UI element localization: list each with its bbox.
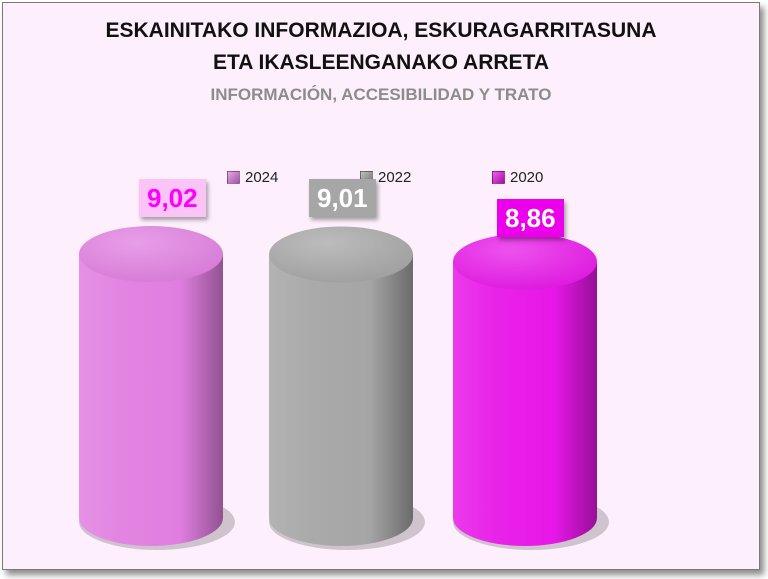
legend-label: 2020 <box>510 168 544 186</box>
legend-swatch <box>227 170 240 184</box>
bar-chart <box>79 226 609 550</box>
chart-title-line2: ETA IKASLEENGANAKO ARRETA <box>213 51 549 74</box>
legend-item-2020: 2020 <box>492 167 543 187</box>
bar-2020 <box>453 261 597 546</box>
legend-label: 2024 <box>245 168 279 186</box>
chart-frame: ESKAINITAKO INFORMAZIOA, ESKURAGARRITASU… <box>2 2 760 570</box>
bar-top-2024 <box>79 226 223 283</box>
legend-item-2024: 2024 <box>227 167 278 187</box>
legend-label: 2022 <box>378 168 412 186</box>
bar-top-2020 <box>453 233 597 290</box>
data-label-2020: 8,86 <box>497 199 564 237</box>
legend-swatch <box>492 170 505 184</box>
bar-top-2022 <box>269 226 413 283</box>
data-label-2024: 9,02 <box>139 179 206 217</box>
bar-2022 <box>269 254 413 546</box>
chart-subtitle: INFORMACIÓN, ACCESIBILIDAD Y TRATO <box>210 85 552 104</box>
data-label-2022: 9,01 <box>309 179 376 217</box>
bar-2024 <box>79 254 223 547</box>
chart-title-line1: ESKAINITAKO INFORMAZIOA, ESKURAGARRITASU… <box>105 19 657 42</box>
